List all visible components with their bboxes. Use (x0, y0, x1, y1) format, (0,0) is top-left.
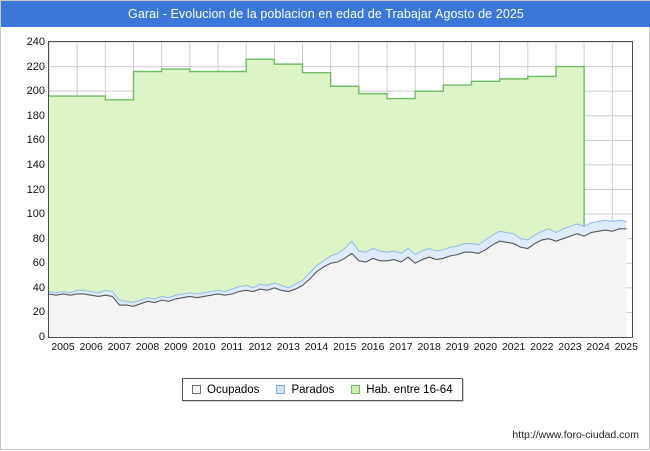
x-axis-tick-label: 2014 (304, 341, 329, 353)
source-url: http://www.foro-ciudad.com (512, 429, 639, 441)
y-axis-tick-label: 0 (38, 331, 45, 343)
legend-swatch-parados (276, 385, 286, 394)
x-axis-tick-label: 2020 (473, 341, 498, 353)
x-axis-tick-label: 2019 (445, 341, 469, 353)
x-axis-tick-label: 2011 (220, 341, 244, 353)
chart-svg (49, 42, 632, 337)
y-axis-tick-label: 20 (32, 306, 45, 319)
y-axis-tick-label: 140 (26, 158, 45, 171)
legend-item-hab-16-64[interactable]: Hab. entre 16-64 (351, 383, 453, 396)
y-axis-tick-label: 220 (26, 60, 45, 73)
x-axis-tick-label: 2017 (389, 341, 413, 353)
y-axis-tick-label: 240 (26, 36, 45, 48)
x-axis-ticks: 2005 2006 2007 2008 2009 2010 2011 2012 2013 2014… (1, 341, 650, 359)
x-axis-tick-label: 2012 (248, 341, 272, 353)
series-line-ocupados (49, 228, 627, 307)
legend-label-parados: Parados (291, 383, 335, 396)
legend-item-parados[interactable]: Parados (276, 384, 334, 396)
y-axis-tick-label: 40 (32, 281, 45, 294)
y-axis-tick-label: 160 (26, 134, 45, 147)
chart-legend: Ocupados Parados Hab. entre 16-64 (182, 378, 463, 401)
y-axis-tick-label: 100 (26, 208, 45, 221)
series-line-hab-16-64 (49, 58, 613, 337)
x-axis-tick-label: 2005 (51, 341, 75, 353)
legend-label-ocupados: Ocupados (207, 383, 260, 396)
x-axis-tick-label: 2007 (107, 341, 132, 353)
plot-area (48, 41, 633, 338)
x-axis-tick-label: 2009 (163, 341, 188, 353)
x-axis-tick-label: 2016 (361, 341, 385, 353)
x-axis-tick-label: 2025 (614, 341, 638, 353)
series-line-parados (49, 219, 627, 304)
x-axis-tick-label: 2015 (332, 341, 357, 353)
legend-label-hab-16-64: Hab. entre 16-64 (366, 383, 453, 396)
x-axis-tick-label: 2021 (501, 341, 526, 353)
y-axis-tick-label: 180 (26, 109, 45, 122)
y-axis-tick-label: 120 (26, 183, 45, 196)
legend-swatch-hab-16-64 (351, 385, 361, 394)
series-layer (49, 58, 627, 337)
series-area-ocupados (49, 228, 627, 337)
x-axis-tick-label: 2013 (276, 341, 300, 353)
x-axis-tick-label: 2018 (417, 341, 441, 353)
x-axis-tick-label: 2010 (192, 341, 216, 353)
y-axis-tick-label: 200 (26, 85, 45, 98)
y-axis-ticks: 0 20 40 60 80 100 120 140 160 180 200 220 240 (1, 1, 45, 451)
legend-item-ocupados[interactable]: Ocupados (192, 384, 259, 396)
page-title: Garai - Evolucion de la poblacion en eda… (128, 7, 524, 21)
x-axis-tick-label: 2023 (558, 341, 582, 353)
chart-title-bar: Garai - Evolucion de la poblacion en eda… (1, 1, 650, 27)
x-axis-tick-label: 2008 (135, 341, 160, 353)
legend-swatch-ocupados (192, 385, 201, 394)
y-axis-tick-label: 80 (32, 232, 45, 245)
x-axis-tick-label: 2022 (530, 341, 554, 353)
x-axis-tick-label: 2006 (79, 341, 103, 353)
x-axis-tick-label: 2024 (586, 341, 610, 353)
y-axis-tick-label: 60 (32, 257, 45, 270)
